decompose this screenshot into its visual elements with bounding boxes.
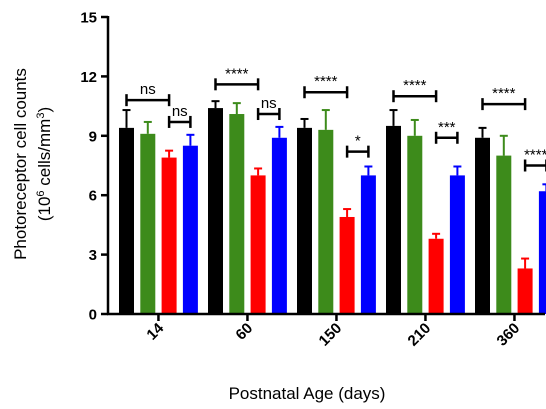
bar xyxy=(496,155,512,314)
significance-label: **** xyxy=(403,77,427,94)
error-bars xyxy=(122,100,546,269)
y-tick-label: 6 xyxy=(89,188,97,205)
significance-label: ns xyxy=(140,81,156,98)
y-tick-label: 9 xyxy=(89,128,97,145)
y-tick-label: 3 xyxy=(89,247,97,264)
y-tick-label: 12 xyxy=(80,69,97,86)
bar xyxy=(119,127,134,314)
bar xyxy=(517,268,533,314)
bar xyxy=(297,127,312,314)
bar xyxy=(140,133,156,314)
significance-label: **** xyxy=(524,147,546,164)
significance-label: *** xyxy=(438,119,456,136)
significance-label: **** xyxy=(492,85,516,102)
x-axis-ticks: 14 60 150 210 360 xyxy=(143,314,523,350)
x-tick-label: 360 xyxy=(494,320,524,350)
x-tick-label: 60 xyxy=(232,320,256,344)
bar xyxy=(538,191,546,314)
bars xyxy=(119,108,546,315)
bar xyxy=(428,238,444,314)
bar xyxy=(360,175,376,314)
bar xyxy=(271,137,287,314)
significance-label: **** xyxy=(225,65,249,82)
bar xyxy=(339,216,355,314)
bar xyxy=(208,108,223,314)
y-axis-title-line1: Photoreceptor cell counts xyxy=(11,68,30,260)
significance-label: **** xyxy=(314,73,338,90)
significance-label: ns xyxy=(261,95,277,112)
bar xyxy=(407,135,423,314)
x-tick-label: 150 xyxy=(316,320,346,350)
x-tick-label: 210 xyxy=(405,320,435,350)
bar xyxy=(182,145,198,314)
bar xyxy=(449,175,465,314)
bar xyxy=(386,125,401,315)
y-axis-ticks: 0 3 6 9 12 15 xyxy=(80,10,108,324)
x-axis-title: Postnatal Age (days) xyxy=(229,384,386,403)
bar xyxy=(161,157,177,314)
x-tick-label: 14 xyxy=(143,319,167,343)
bar xyxy=(475,137,490,314)
bar xyxy=(250,175,266,314)
y-axis-title-line2: (106 cells/mm3) xyxy=(35,107,54,221)
y-axis-title: Photoreceptor cell counts (106 cells/mm3… xyxy=(11,68,54,260)
bar xyxy=(318,129,334,314)
bar xyxy=(229,114,245,315)
significance-label: ns xyxy=(172,103,188,120)
y-tick-label: 15 xyxy=(80,10,97,27)
significance-label: * xyxy=(355,133,361,150)
y-tick-label: 0 xyxy=(89,307,97,324)
